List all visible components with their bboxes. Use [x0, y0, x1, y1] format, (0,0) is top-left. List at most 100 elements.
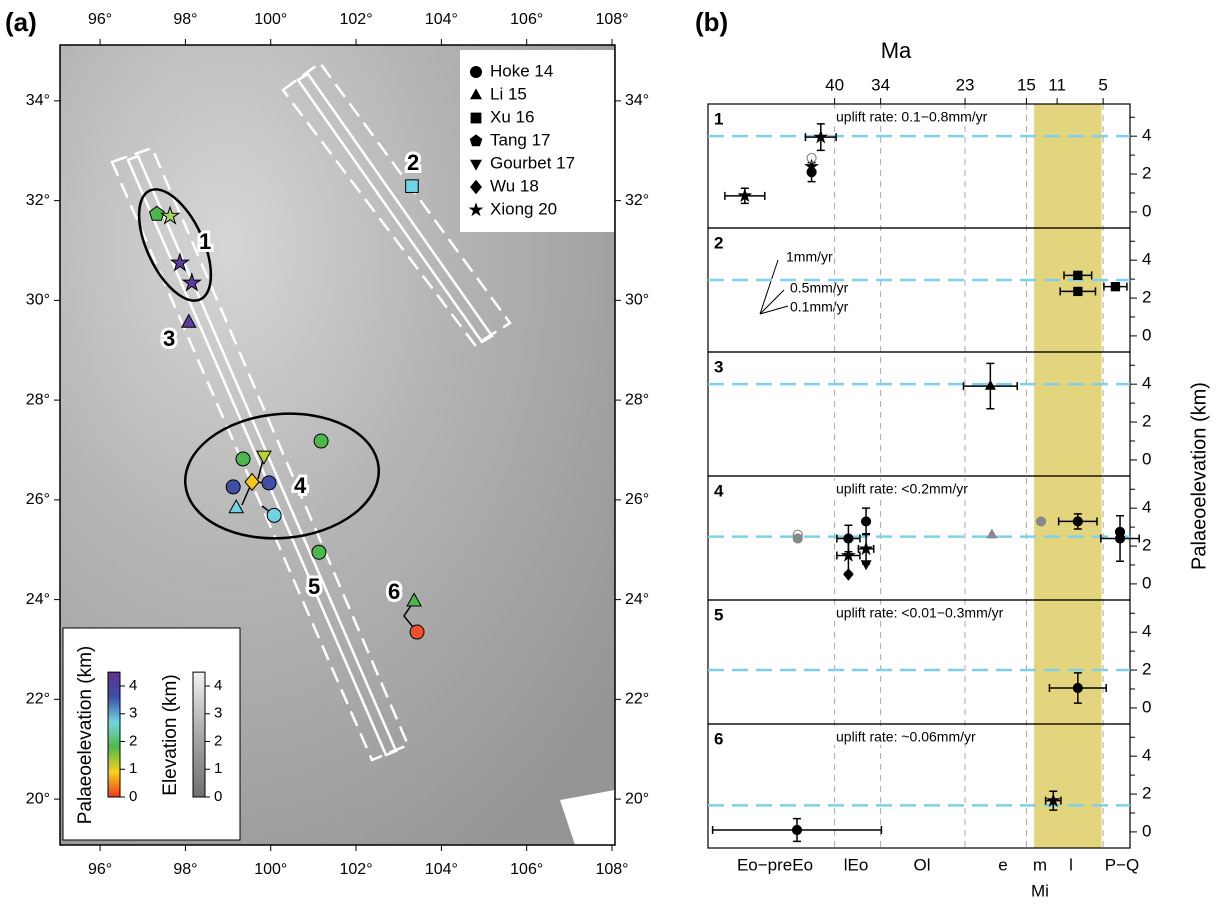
marker [987, 530, 996, 538]
epoch-label: P−Q [1105, 855, 1140, 874]
colorbar-tick-label: 2 [129, 732, 137, 749]
marker [312, 545, 326, 559]
y-tick-label: 32° [26, 192, 50, 209]
y-axis-title: Palaeoelevation (km) [1188, 382, 1210, 570]
marker [1073, 517, 1082, 526]
colorbar-tick-label: 2 [214, 732, 222, 749]
y-tick-label: 2 [1142, 288, 1151, 307]
y-tick-label: 4 [1142, 126, 1151, 145]
region-label: 3 [163, 326, 175, 351]
marker [226, 480, 240, 494]
x-tick-label: 102° [340, 11, 373, 28]
x-tick-label: 104° [425, 861, 458, 878]
rate-label: 0.1mm/yr [790, 299, 849, 315]
panel-note: uplift rate: 0.1−0.8mm/yr [836, 109, 988, 125]
epoch-label: e [998, 855, 1007, 874]
colorbar-title: Palaeoelevation (km) [75, 646, 96, 824]
panel-number: 4 [714, 481, 724, 500]
x-tick-label: 34 [871, 75, 890, 94]
y-tick-label: 24° [625, 591, 649, 608]
x-tick-label: 15 [1017, 75, 1036, 94]
x-tick-label: 108° [595, 11, 628, 28]
colorbar-tick-label: 3 [129, 705, 137, 722]
y-tick-label: 2 [1142, 660, 1151, 679]
epoch-label: l [1069, 855, 1073, 874]
legend-label: Hoke 14 [490, 61, 553, 80]
y-tick-label: 20° [625, 790, 649, 807]
marker [1116, 534, 1125, 543]
marker [1111, 283, 1119, 291]
marker [862, 561, 871, 569]
x-tick-label: 40 [825, 75, 844, 94]
panel-number: 1 [714, 109, 723, 128]
colorbar-tick-label: 4 [129, 677, 137, 694]
panel-label: (b) [695, 7, 728, 37]
y-tick-label: 2 [1142, 164, 1151, 183]
panel-label: (a) [5, 7, 37, 37]
region-label: 6 [388, 579, 400, 604]
colorbar-tick-label: 0 [129, 788, 137, 805]
page: 1 2 3 4 5 6 (a) (b) Ma Palaeoelevation (… [0, 0, 1217, 905]
y-tick-label: 2 [1142, 412, 1151, 431]
colorbar-tick-label: 3 [214, 705, 222, 722]
colorbar-tick-label: 4 [214, 677, 222, 694]
colorbar [193, 672, 205, 797]
y-tick-label: 2 [1142, 784, 1151, 803]
region-label: 5 [308, 574, 320, 599]
y-tick-label: 0 [1142, 449, 1151, 468]
legend-marker [470, 66, 482, 78]
marker [406, 180, 419, 193]
y-tick-label: 26° [26, 491, 50, 508]
epoch-label: lEo [844, 855, 869, 874]
panel-number: 3 [714, 357, 723, 376]
colorbar-tick-label: 0 [214, 788, 222, 805]
y-tick-label: 0 [1142, 697, 1151, 716]
marker [236, 452, 250, 466]
rate-slopes [760, 260, 788, 314]
colorbar-tick-label: 1 [214, 760, 222, 777]
region-label: 4 [294, 473, 307, 498]
x-tick-label: 100° [254, 861, 287, 878]
panel-number: 6 [714, 729, 723, 748]
y-tick-label: 26° [625, 491, 649, 508]
figure: 1 2 3 4 5 6 (a) (b) Ma Palaeoelevation (… [0, 0, 1217, 905]
x-tick-label: 96° [88, 861, 112, 878]
marker [793, 826, 802, 835]
y-tick-label: 24° [26, 591, 50, 608]
marker [1073, 684, 1082, 693]
rate-label: 1mm/yr [786, 249, 833, 265]
legend-label: Wu 18 [490, 176, 539, 195]
legend-label: Tang 17 [490, 130, 551, 149]
panel-note: uplift rate: <0.2mm/yr [836, 481, 968, 497]
marker [262, 476, 276, 490]
marker [1036, 517, 1045, 526]
epoch-label: m [1033, 855, 1047, 874]
y-tick-label: 0 [1142, 201, 1151, 220]
marker [1074, 271, 1082, 279]
legend-label: Xu 16 [490, 107, 534, 126]
marker [314, 434, 328, 448]
marker [862, 517, 871, 526]
y-tick-label: 4 [1142, 622, 1151, 641]
legend-label: Li 15 [490, 84, 527, 103]
legend-label: Xiong 20 [490, 199, 557, 218]
y-tick-label: 34° [625, 92, 649, 109]
colorbar-title: Elevation (km) [160, 674, 181, 795]
x-tick-label: 96° [88, 11, 112, 28]
y-tick-label: 4 [1142, 746, 1151, 765]
x-tick-label: 98° [173, 11, 197, 28]
y-tick-label: 22° [26, 691, 50, 708]
epoch-label: Ol [914, 855, 931, 874]
marker [793, 534, 802, 543]
y-tick-label: 32° [625, 192, 649, 209]
marker [267, 508, 281, 522]
panel-note: uplift rate: ~0.06mm/yr [836, 729, 976, 745]
x-tick-label: 106° [510, 11, 543, 28]
marker [410, 625, 424, 639]
epoch-label: Eo−preEo [737, 855, 813, 874]
x-tick-label: 106° [510, 861, 543, 878]
y-tick-label: 28° [26, 391, 50, 408]
x-tick-label: 108° [595, 861, 628, 878]
y-tick-label: 4 [1142, 498, 1151, 517]
timeline-panel: (b) Ma Palaeoelevation (km) 1mm/yr 0.5mm… [695, 7, 1210, 901]
